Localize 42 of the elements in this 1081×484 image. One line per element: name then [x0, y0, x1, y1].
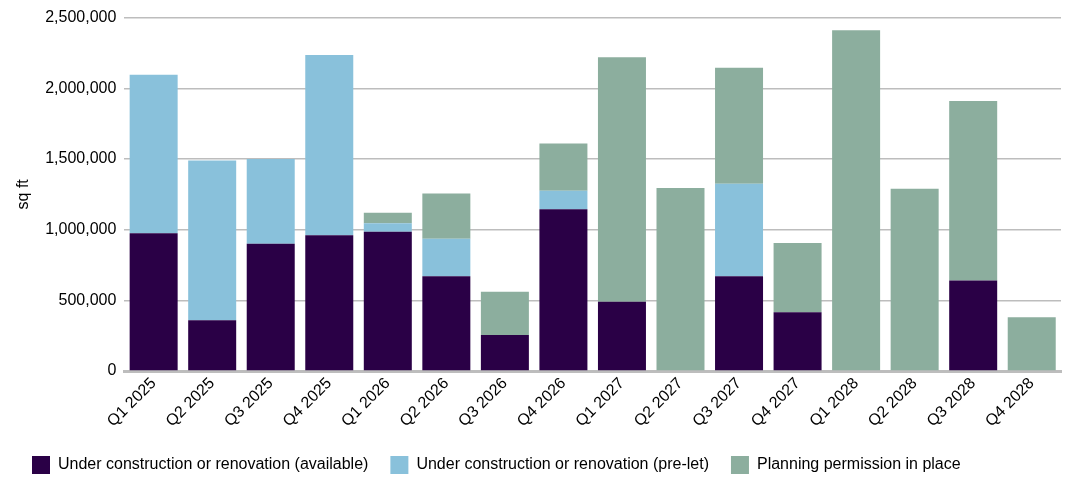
bar — [363, 231, 412, 371]
bar — [246, 158, 295, 244]
y-tick-label: 2,000,000 — [45, 78, 117, 96]
y-tick-label: 0 — [107, 361, 117, 379]
legend-label: Under construction or renovation (pre-let) — [416, 455, 709, 473]
bar — [246, 243, 295, 371]
bar — [305, 55, 354, 236]
bar — [773, 243, 822, 313]
bar — [480, 334, 529, 371]
bar — [597, 301, 646, 371]
bar — [422, 193, 471, 239]
bar — [539, 209, 588, 371]
y-tick-label: 2,500,000 — [45, 8, 117, 26]
bar — [422, 238, 471, 277]
bar — [363, 223, 412, 232]
bar — [656, 187, 705, 371]
bar — [832, 30, 881, 371]
legend-label: Under construction or renovation (available) — [58, 455, 369, 473]
bar — [1007, 317, 1056, 371]
y-tick-label: 500,000 — [58, 290, 117, 308]
bar — [597, 57, 646, 302]
bar — [129, 233, 178, 371]
bar — [715, 67, 764, 184]
bar — [715, 276, 764, 371]
y-tick-label: 1,000,000 — [45, 220, 117, 238]
bar — [422, 276, 471, 371]
bar — [773, 312, 822, 371]
bar — [480, 291, 529, 335]
y-tick-label: 1,500,000 — [45, 149, 117, 167]
bar — [363, 212, 412, 224]
legend-label: Planning permission in place — [756, 455, 961, 473]
bar — [188, 320, 237, 371]
bar — [949, 280, 998, 371]
bar — [539, 190, 588, 210]
bar — [129, 74, 178, 234]
bar — [890, 188, 939, 371]
bar — [539, 143, 588, 191]
bar — [188, 160, 237, 321]
bar — [715, 183, 764, 277]
bar — [949, 101, 998, 281]
bar — [305, 235, 354, 371]
y-axis-title: sq ft — [14, 178, 32, 210]
